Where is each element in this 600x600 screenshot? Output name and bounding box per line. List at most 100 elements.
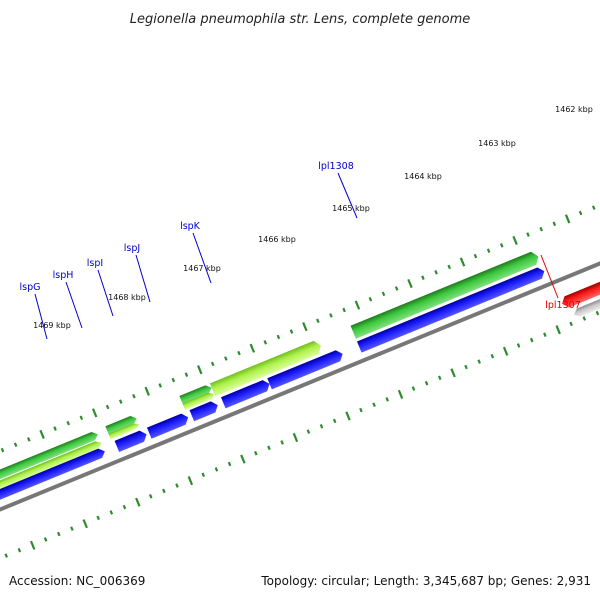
tick-mark — [332, 418, 337, 424]
tick-mark — [437, 375, 442, 381]
tick-mark — [450, 368, 456, 378]
gene-feature-lspJ — [179, 385, 212, 405]
tick-mark — [263, 340, 268, 345]
tick-mark — [486, 248, 491, 254]
gene-feature-lspH — [105, 416, 137, 435]
tick-mark — [564, 214, 571, 224]
gene-feature-lspJ — [182, 392, 215, 410]
tick-mark — [543, 332, 547, 337]
tick-mark — [280, 440, 284, 445]
tick-mark — [79, 415, 84, 421]
gene-leader-line — [540, 254, 559, 299]
tick-mark — [105, 404, 110, 410]
tick-mark — [342, 307, 346, 313]
tick-mark — [302, 322, 308, 332]
tick-mark — [526, 232, 530, 237]
tick-mark — [582, 316, 587, 321]
kbp-label: 1467 kbp — [183, 264, 221, 273]
tick-mark — [354, 300, 361, 310]
label-layer: 1462 kbp 1463 kbp 1464 kbp 1465 kbp 1466 kbp… — [20, 105, 593, 340]
gene-label: lpl1307 — [545, 300, 581, 311]
tick-mark — [214, 467, 219, 472]
tick-mark — [56, 531, 61, 537]
tick-mark — [473, 253, 478, 259]
tick-mark — [424, 380, 429, 386]
cds-feature-left — [0, 448, 105, 510]
tick-mark — [434, 270, 438, 275]
cds-feature-lspK-b — [267, 350, 343, 390]
tick-mark — [569, 321, 573, 327]
tick-mark — [158, 383, 162, 388]
tick-mark — [529, 337, 534, 343]
tick-mark — [171, 377, 176, 383]
tick-mark — [397, 389, 404, 399]
tick-mark — [555, 325, 561, 335]
tick-mark — [459, 257, 466, 267]
tick-mark — [411, 386, 416, 391]
feature-track — [0, 251, 600, 510]
tick-mark — [66, 420, 70, 426]
gene-label: lspG — [20, 282, 41, 293]
cds-feature-lspH — [114, 430, 147, 452]
kbp-label: 1468 kbp — [108, 293, 146, 302]
tick-mark — [447, 264, 451, 270]
tick-mark — [345, 411, 351, 421]
tick-mark — [421, 275, 425, 280]
accession-text: Accession: NC_006369 — [9, 574, 146, 588]
outer-tick-track — [0, 205, 596, 453]
gene-feature-left — [0, 441, 102, 501]
tick-mark — [135, 497, 141, 507]
genome-backbone — [0, 182, 600, 547]
kbp-label: 1464 kbp — [404, 172, 442, 181]
tick-mark — [359, 407, 363, 413]
cds-feature-lspK-a — [220, 380, 270, 409]
tick-mark — [144, 386, 150, 396]
genome-stats-text: Topology: circular; Length: 3,345,687 bp… — [261, 574, 591, 588]
tick-mark — [29, 540, 36, 550]
gene-leader-line — [135, 254, 151, 303]
tick-mark — [122, 504, 127, 510]
tick-mark — [162, 488, 166, 494]
tick-mark — [227, 461, 232, 467]
cds-feature-lspJ — [189, 401, 218, 422]
gene-leader-line — [337, 172, 358, 219]
tick-mark — [91, 408, 98, 418]
tick-mark — [118, 399, 123, 404]
tick-mark — [512, 235, 518, 246]
gene-label: lspI — [87, 258, 103, 269]
tick-mark — [372, 402, 376, 407]
tick-mark — [39, 429, 45, 439]
cds-feature-lpl1308 — [357, 267, 545, 353]
tick-mark — [381, 291, 386, 297]
tick-mark — [237, 350, 241, 356]
tick-mark — [17, 547, 22, 553]
tick-mark — [329, 313, 333, 318]
tick-mark — [368, 296, 373, 302]
tick-mark — [516, 343, 521, 348]
tick-mark — [13, 442, 18, 447]
tick-mark — [187, 476, 194, 486]
tick-mark — [96, 515, 100, 521]
gene-leader-line — [34, 293, 48, 340]
tick-mark — [394, 286, 399, 291]
gene-label: lspH — [53, 270, 74, 281]
pseudo-feature-lpl1307 — [574, 280, 600, 317]
tick-mark — [289, 329, 294, 334]
tick-mark — [0, 447, 5, 453]
tick-mark — [27, 437, 31, 442]
tick-mark — [276, 334, 281, 340]
tick-mark — [552, 221, 557, 227]
gene-leader-line — [192, 232, 212, 284]
gene-feature-lspK — [209, 340, 321, 397]
tick-mark — [502, 346, 509, 356]
tick-mark — [43, 537, 48, 542]
tick-mark — [407, 278, 413, 289]
gene-feature-lpl1308 — [350, 251, 539, 339]
gene-leader-line — [97, 269, 114, 317]
tick-mark — [306, 429, 311, 434]
gene-label: lpl1308 — [318, 161, 354, 172]
kbp-label: 1466 kbp — [258, 235, 296, 244]
kbp-label: 1463 kbp — [478, 139, 516, 148]
tick-mark — [184, 372, 189, 377]
